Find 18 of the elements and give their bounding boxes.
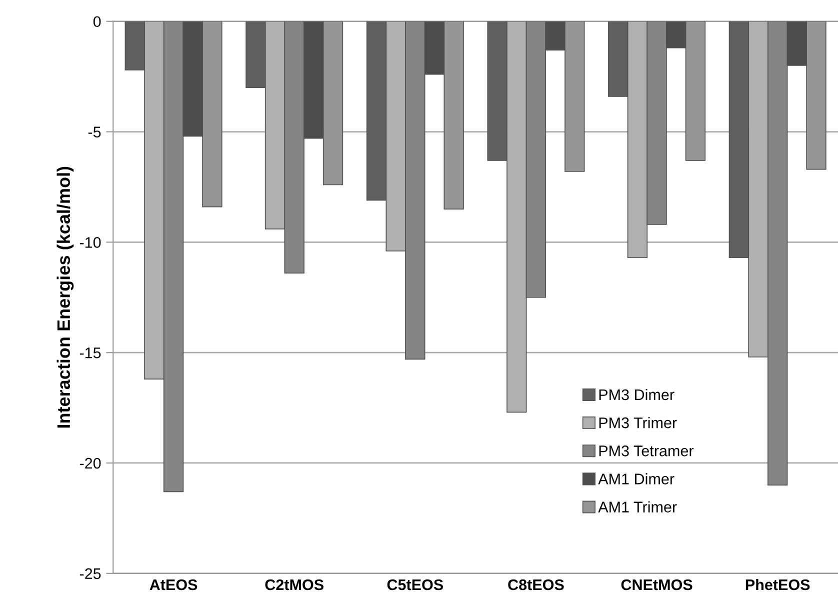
x-tick-label: C5tEOS — [387, 579, 444, 590]
x-tick-label: C8tEOS — [508, 579, 564, 590]
x-tick-label: PhetEOS — [746, 578, 810, 590]
y-tick-label: 0 — [93, 16, 101, 28]
x-tick-label: C2tMOS — [265, 579, 324, 590]
x-tick-label: AtEOS — [150, 579, 198, 590]
y-tick-label: -5 — [88, 126, 101, 138]
legend-label: PM3 Trimer — [599, 417, 677, 428]
legend-label: PM3 Tetramer — [599, 446, 694, 456]
y-axis-title: Interaction Energies (kcal/mol) — [56, 166, 74, 428]
legend-label: PM3 Dimer — [599, 388, 674, 400]
legend-label: AM1 Dimer — [598, 473, 674, 484]
legend-label: AM1 Trimer — [598, 501, 677, 512]
x-tick-label: CNEtMOS — [621, 579, 692, 590]
y-tick-label: -10 — [80, 237, 101, 248]
y-tick-label: -20 — [80, 458, 101, 469]
y-tick-label: -25 — [80, 568, 101, 580]
y-tick-label: -15 — [80, 348, 101, 358]
